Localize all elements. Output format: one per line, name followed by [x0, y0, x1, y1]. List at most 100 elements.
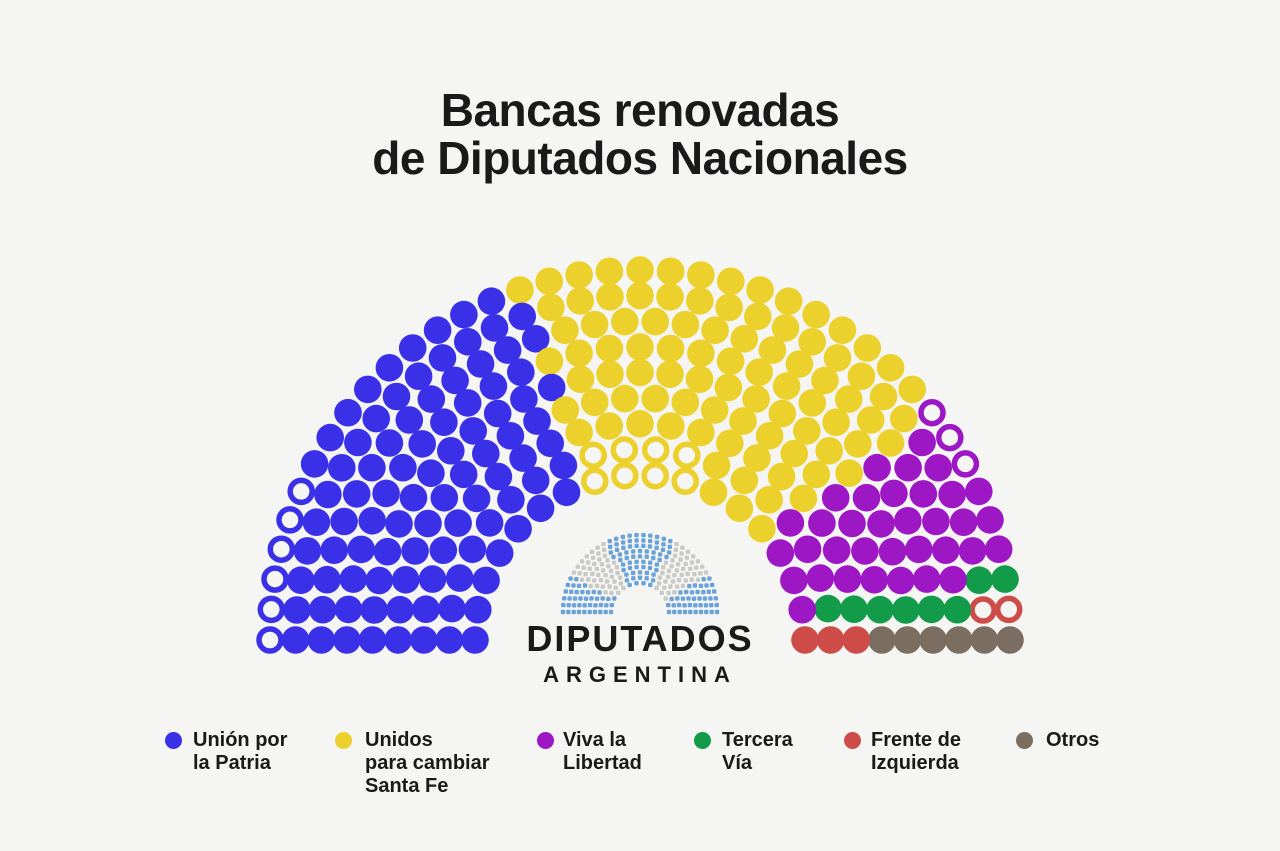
logo-dot — [660, 547, 666, 552]
seat-up — [430, 408, 458, 437]
chamber-logo-name: DIPUTADOS — [526, 618, 754, 659]
logo-dot — [714, 609, 720, 615]
seat-up — [464, 595, 492, 624]
logo-dot — [648, 560, 653, 565]
seat-viva — [924, 454, 952, 482]
seat-unidos — [626, 410, 654, 438]
seat-unidos — [626, 333, 654, 361]
logo-dot — [621, 567, 626, 573]
logo-dot — [621, 585, 626, 591]
logo-dot — [575, 564, 580, 569]
seat-up — [342, 480, 371, 508]
logo-dot — [594, 566, 600, 572]
seat-unidos — [798, 328, 826, 356]
logo-dot — [614, 547, 620, 552]
logo-dot — [601, 542, 606, 547]
seat-up — [450, 300, 478, 329]
logo-dot — [589, 596, 594, 601]
logo-dot — [607, 584, 612, 589]
logo-dot — [698, 603, 703, 608]
seat-unidos — [656, 257, 685, 286]
seat-up — [354, 375, 382, 404]
seat-up — [358, 626, 387, 654]
logo-dot — [675, 562, 681, 567]
logo-dot — [634, 532, 639, 538]
seat-up — [438, 594, 466, 623]
seat-unidos — [798, 389, 827, 417]
logo-dot — [680, 583, 686, 588]
seat-unidos — [596, 283, 624, 311]
seat-arcs — [256, 256, 1024, 654]
seat-unidos — [641, 307, 669, 336]
seat-unidos — [898, 375, 926, 404]
logo-dot — [608, 544, 613, 549]
logo-dot — [611, 560, 617, 565]
seat-up — [283, 596, 311, 624]
seat-unidos-hollow — [641, 461, 669, 490]
seat-up-hollow — [257, 595, 286, 624]
logo-dot — [667, 550, 672, 555]
seat-unidos — [535, 347, 564, 376]
seat-unidos — [729, 407, 757, 435]
seat-up — [316, 423, 345, 452]
seat-unidos — [626, 358, 654, 387]
logo-dot — [590, 555, 596, 560]
seat-tercera — [840, 595, 868, 623]
logo-dot — [584, 554, 589, 559]
logo-dot — [695, 589, 700, 595]
logo-dot — [579, 577, 585, 582]
logo-dot — [651, 555, 656, 561]
seat-unidos — [744, 302, 772, 331]
logo-dot — [580, 589, 585, 595]
seat-unidos — [815, 437, 843, 465]
seat-viva — [908, 428, 936, 457]
logo-dot — [641, 538, 646, 543]
logo-dot — [603, 573, 608, 578]
logo-dot — [565, 582, 571, 588]
seat-up — [485, 539, 514, 567]
seat-unidos — [611, 307, 639, 336]
logo-dot — [600, 568, 606, 573]
logo-dot — [624, 572, 629, 577]
seat-viva — [894, 453, 922, 482]
logo-dot — [600, 596, 605, 601]
seat-up — [293, 537, 322, 565]
seat-unidos — [656, 283, 684, 311]
logo-dot — [627, 565, 633, 571]
logo-dot — [634, 564, 639, 570]
logo-dot — [609, 574, 615, 579]
seat-unidos — [780, 439, 808, 468]
seat-unidos — [715, 293, 743, 322]
logo-dot — [598, 578, 604, 583]
seat-unidos — [626, 281, 654, 310]
legend-label-line: la Patria — [193, 752, 271, 774]
logo-dot — [627, 538, 632, 544]
logo-dot — [604, 579, 610, 584]
seat-unidos — [847, 362, 876, 391]
seat-unidos — [890, 404, 918, 433]
seat-viva — [878, 537, 907, 566]
logo-dot — [665, 574, 671, 579]
seat-viva — [852, 483, 881, 512]
seat-unidos — [716, 429, 744, 458]
logo-dot — [663, 596, 668, 601]
seat-up — [475, 509, 504, 537]
seat-up — [408, 430, 437, 458]
seat-otros — [868, 626, 896, 654]
logo-dot — [588, 583, 593, 589]
logo-dot — [612, 579, 617, 584]
logo-dot — [673, 547, 678, 553]
logo-dot — [659, 590, 664, 595]
seat-viva — [780, 566, 808, 595]
logo-dot — [706, 589, 711, 594]
logo-dot — [630, 570, 636, 576]
seat-up-hollow — [261, 565, 289, 593]
seat-up-hollow — [256, 626, 284, 654]
seat-unidos — [595, 257, 624, 286]
logo-dot — [606, 596, 611, 602]
seat-unidos-hollow — [579, 441, 607, 469]
seat-up — [308, 595, 337, 624]
logo-dot — [672, 553, 678, 558]
logo-dot — [569, 589, 574, 594]
legend-label-line: Unidos — [365, 729, 433, 751]
